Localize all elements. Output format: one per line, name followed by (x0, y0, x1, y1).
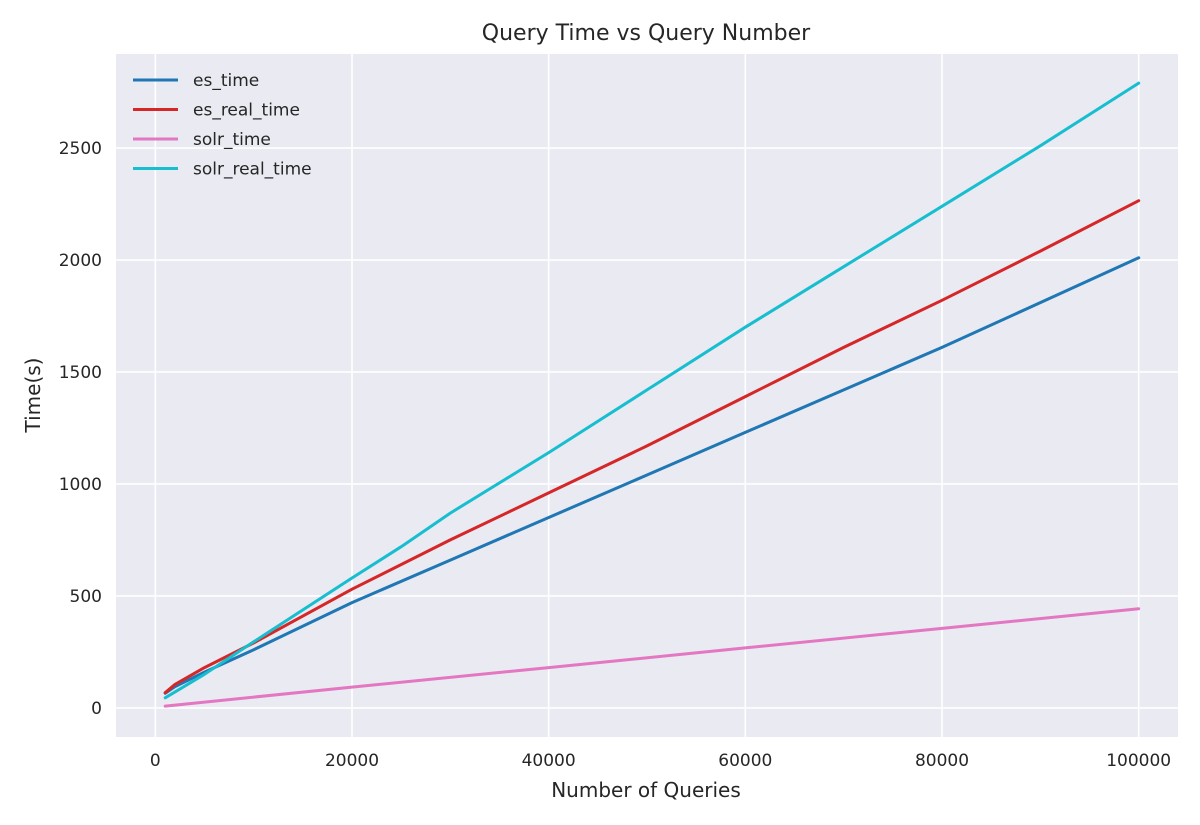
legend: es_time es_real_time solr_time solr_real_ti… (133, 71, 312, 180)
y-tick-label: 2000 (59, 251, 102, 271)
y-tick-label: 1500 (59, 363, 102, 383)
grid (116, 54, 1178, 737)
x-axis-label: Number of Queries (551, 778, 741, 802)
series-lines (163, 81, 1141, 708)
x-tick-label: 80000 (915, 751, 969, 771)
series-line-solr-time (163, 607, 1141, 708)
series-line-es-time (163, 256, 1141, 695)
y-tick-label: 500 (70, 587, 102, 607)
series-line-solr-real-time (163, 81, 1141, 700)
x-tick-label: 20000 (325, 751, 379, 771)
legend-label-es-real-time: es_real_time (193, 101, 300, 121)
x-tick-label: 100000 (1106, 751, 1171, 771)
y-axis-label: Time(s) (21, 358, 45, 434)
x-tick-label: 40000 (522, 751, 576, 771)
legend-label-solr-time: solr_time (193, 130, 271, 150)
y-tick-label: 1000 (59, 475, 102, 495)
series-line-es-real-time (163, 199, 1141, 695)
x-tick-label: 60000 (718, 751, 772, 771)
x-tick-label: 0 (150, 751, 161, 771)
plot-area (116, 54, 1178, 737)
tick-labels: 0 20000 40000 60000 80000 100000 0 500 1000 1500 2… (59, 139, 1171, 771)
y-tick-label: 2500 (59, 139, 102, 159)
y-tick-label: 0 (91, 699, 102, 719)
legend-label-solr-real-time: solr_real_time (193, 160, 312, 180)
legend-label-es-time: es_time (193, 71, 259, 91)
chart-title: Query Time vs Query Number (482, 21, 811, 46)
